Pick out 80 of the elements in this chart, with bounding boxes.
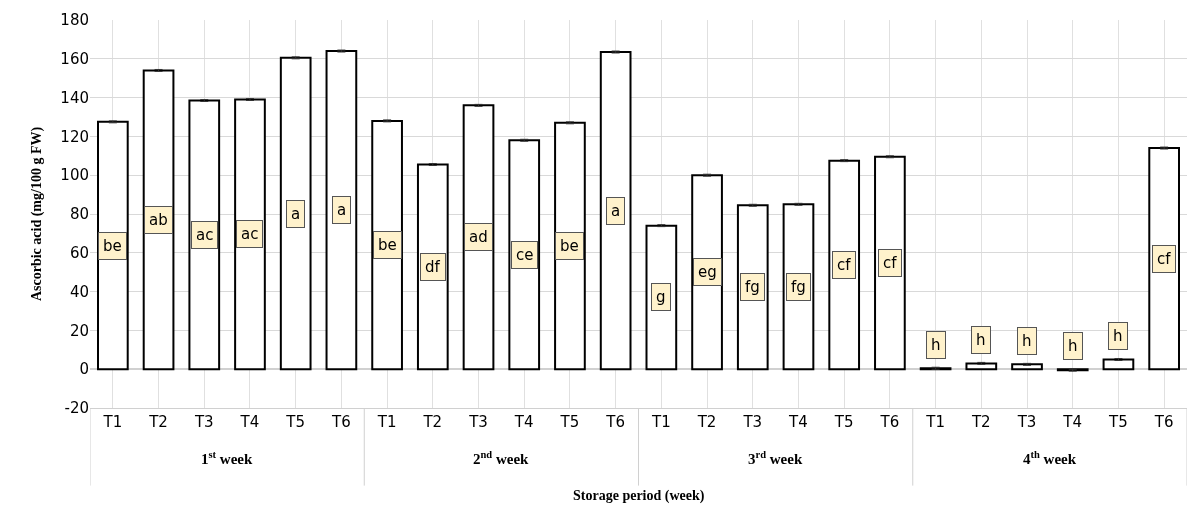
bar (142, 69, 175, 371)
x-axis-title: Storage period (week) (573, 488, 705, 504)
data-label: df (425, 258, 441, 276)
data-label: be (103, 237, 122, 255)
bar (965, 362, 998, 371)
x-tick-label: T1 (925, 413, 945, 431)
bar (279, 56, 312, 371)
x-tick-label: T4 (788, 413, 808, 431)
x-tick-label: T2 (970, 413, 991, 431)
x-tick-label: T6 (879, 413, 900, 431)
data-label: eg (698, 263, 717, 281)
bar (1102, 358, 1135, 371)
bar (234, 98, 266, 371)
data-label: cf (883, 254, 898, 272)
x-tick-label: T5 (559, 413, 580, 431)
text: 3$^{rd}$ week (748, 449, 803, 468)
data-label: ac (196, 226, 214, 244)
text: 1$^{st}$ week (201, 449, 253, 468)
data-label: g (656, 288, 666, 306)
bar (1148, 147, 1180, 371)
bar (462, 104, 495, 371)
data-label: h (976, 331, 986, 349)
y-tick-label: 60 (69, 244, 89, 263)
x-tick-label: T5 (1108, 413, 1128, 431)
x-tick-label: T3 (193, 413, 214, 431)
bar (554, 121, 586, 371)
x-tick-label: T3 (468, 413, 488, 431)
bar (371, 119, 403, 371)
x-tick-label: T2 (422, 413, 443, 431)
data-label: cf (1157, 250, 1172, 268)
y-tick-label: 120 (60, 127, 89, 146)
x-tick-label: T5 (833, 413, 854, 431)
data-label: fg (791, 278, 806, 296)
bar (97, 120, 129, 371)
x-tick-label: T1 (650, 413, 671, 431)
data-label: fg (745, 278, 760, 296)
data-label: cf (837, 256, 852, 274)
y-tick-label: -20 (64, 399, 89, 418)
x-tick-label: T3 (742, 413, 763, 431)
x-tick-label: T1 (102, 413, 123, 431)
data-label: h (931, 336, 941, 354)
x-tick-label: T3 (1016, 413, 1037, 431)
x-tick-label: T6 (1153, 413, 1174, 431)
y-tick-label: 160 (60, 50, 89, 69)
text: 2$^{nd}$ week (473, 449, 530, 468)
x-tick-label: T6 (605, 413, 626, 431)
x-tick-label: T6 (331, 413, 351, 431)
data-label: ac (241, 225, 259, 243)
y-tick-label: 100 (60, 166, 89, 185)
y-tick-label: 0 (79, 360, 89, 379)
data-label: h (1022, 332, 1032, 350)
data-label: a (611, 202, 621, 220)
data-label: ab (149, 211, 168, 229)
x-tick-label: T1 (376, 413, 397, 431)
bar (599, 51, 632, 371)
data-label: ad (469, 228, 488, 246)
x-tick-label: T5 (285, 413, 306, 431)
y-tick-label: 80 (69, 205, 89, 224)
bar (188, 99, 221, 371)
x-tick-label: T4 (1062, 413, 1083, 431)
bar (508, 139, 541, 371)
y-tick-label: 20 (69, 321, 89, 340)
data-label: a (291, 205, 301, 223)
data-label: h (1068, 337, 1078, 355)
y-tick-label: 140 (60, 88, 89, 107)
bar (1011, 363, 1043, 371)
y-axis-title: Ascorbic acid (mg/100 g FW) (28, 126, 45, 302)
data-label: be (378, 236, 397, 254)
x-tick-label: T2 (696, 413, 717, 431)
y-tick-label: 40 (69, 282, 89, 301)
data-label: be (560, 237, 579, 255)
bar (325, 50, 358, 371)
data-label: h (1113, 327, 1123, 345)
data-label: a (337, 201, 347, 219)
data-label: ce (516, 246, 534, 264)
y-tick-label: 180 (60, 11, 89, 30)
x-tick-label: T4 (239, 413, 260, 431)
text: 4$^{th}$ week (1023, 449, 1077, 468)
x-tick-label: T2 (148, 413, 168, 431)
x-tick-label: T4 (513, 413, 534, 431)
